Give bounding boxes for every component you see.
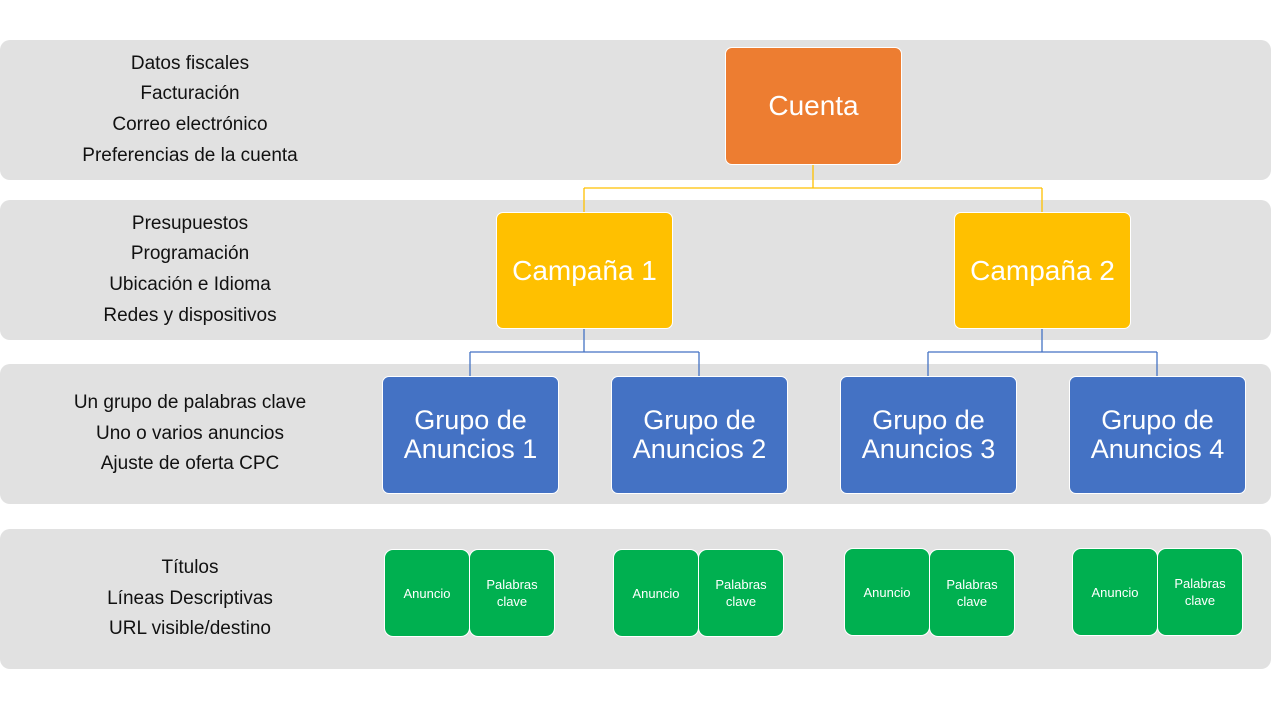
ad-group-setting-item: Un grupo de palabras clave [73,391,307,413]
account-setting-item: Facturación [140,83,240,105]
keywords-node-label: Palabras clave [486,577,538,609]
ad-node-label: Anuncio [863,584,911,600]
keywords-node-label: Palabras clave [1174,576,1226,608]
ad-node: Anuncio [1072,548,1158,636]
campaign-node-2: Campaña 2 [954,212,1131,329]
ad-group-node-label: Grupo de Anuncios 2 [632,405,767,464]
account-setting-item: Datos fiscales [130,52,250,74]
campaign-setting-item: Redes y dispositivos [103,304,277,326]
ad-group-setting-item: Uno o varios anuncios [96,422,284,444]
ad-node-label: Anuncio [632,585,680,601]
campaign-setting-item: Presupuestos [131,212,249,234]
ad-group-node-label: Grupo de Anuncios 4 [1090,405,1225,464]
ad-setting-item: Títulos [161,556,219,578]
account-node: Cuenta [725,47,902,165]
keywords-node-label: Palabras clave [946,577,998,609]
ad-group-setting-item: Ajuste de oferta CPC [100,453,280,475]
ad-group-node-label: Grupo de Anuncios 1 [403,405,538,464]
ad-node: Anuncio [844,548,930,636]
ad-node-label: Anuncio [1091,584,1139,600]
campaign-setting-item: Programación [130,243,250,265]
campaign-node-label: Campaña 2 [970,254,1115,286]
campaign-settings-list: Presupuestos Programación Ubicación e Id… [20,208,360,332]
ad-settings-list: Títulos Líneas Descriptivas URL visible/… [20,553,360,645]
keywords-node-label: Palabras clave [715,577,767,609]
campaign-node-label: Campaña 1 [512,254,657,286]
ad-group-node-1: Grupo de Anuncios 1 [382,376,559,494]
account-setting-item: Preferencias de la cuenta [82,144,298,166]
keywords-node: Palabras clave [469,549,555,637]
ad-node-label: Anuncio [403,585,451,601]
keywords-node: Palabras clave [929,549,1015,637]
keywords-node: Palabras clave [1157,548,1243,636]
ad-node: Anuncio [384,549,470,637]
ad-group-node-3: Grupo de Anuncios 3 [840,376,1017,494]
ad-group-node-2: Grupo de Anuncios 2 [611,376,788,494]
campaign-node-1: Campaña 1 [496,212,673,329]
ad-group-settings-list: Un grupo de palabras clave Uno o varios … [20,388,360,480]
campaign-setting-item: Ubicación e Idioma [109,274,271,295]
account-setting-item: Correo electrónico [112,114,268,135]
keywords-node: Palabras clave [698,549,784,637]
ad-group-node-label: Grupo de Anuncios 3 [861,405,996,464]
level-band-account [0,40,1271,180]
ad-group-node-4: Grupo de Anuncios 4 [1069,376,1246,494]
ad-setting-item: Líneas Descriptivas [107,587,273,609]
account-node-label: Cuenta [768,90,859,121]
account-settings-list: Datos fiscales Facturación Correo electr… [20,48,360,172]
ad-node: Anuncio [613,549,699,637]
ad-setting-item: URL visible/destino [109,618,271,640]
